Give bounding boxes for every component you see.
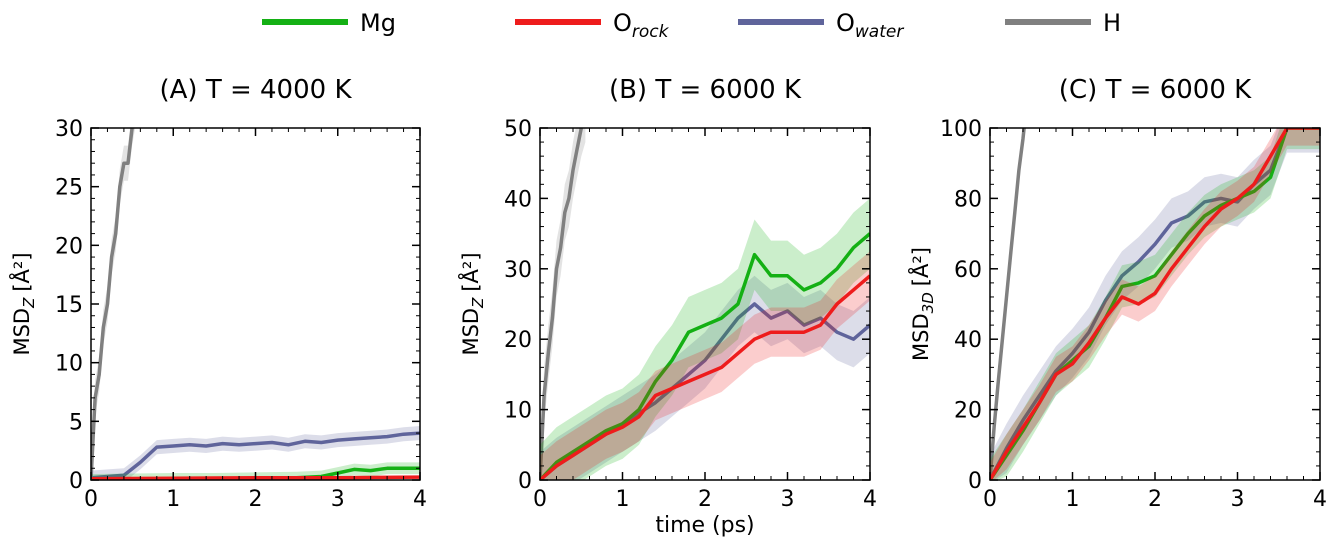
y-tick-label: 40	[954, 328, 982, 353]
y-tick-label: 0	[69, 469, 83, 494]
series-line	[91, 128, 134, 480]
y-tick-label: 60	[954, 258, 982, 283]
plot-frame	[90, 127, 421, 481]
y-axis-label: MSDZ[Å²]	[8, 252, 38, 355]
y-tick-label: 50	[504, 117, 532, 142]
y-tick-label: 20	[504, 328, 532, 353]
legend-label: Owater	[836, 9, 904, 42]
series-line	[540, 128, 584, 480]
y-axis-label: MSDZ[Å²]	[457, 252, 487, 355]
x-axis-label: time (ps)	[655, 513, 754, 538]
y-tick-label: 0	[518, 469, 532, 494]
legend-entry: Owater	[738, 9, 904, 42]
series-line	[990, 128, 1320, 480]
series-band	[540, 251, 870, 480]
series-line	[990, 128, 1026, 480]
legend-entry: Mg	[262, 9, 396, 37]
y-tick-label: 5	[69, 410, 83, 435]
legend-label: Mg	[360, 9, 396, 37]
series-band	[990, 128, 1320, 480]
legend-entry: H	[1005, 9, 1121, 37]
x-tick-label: 1	[1066, 487, 1080, 512]
x-tick-label: 0	[983, 487, 997, 512]
chart-title: (B) T = 6000 K	[609, 75, 802, 105]
y-tick-label: 0	[968, 469, 982, 494]
series-line	[540, 232, 870, 480]
x-tick-label: 4	[1313, 487, 1327, 512]
y-tick-label: 20	[954, 399, 982, 424]
plot-area	[990, 128, 1320, 480]
y-tick-label: 80	[954, 187, 982, 212]
y-tick-label: 15	[55, 293, 83, 318]
chart-panel: 0 1 2 3 4 0 5 10 15 20 25 30 (A) T = 4000 K MSDZ[Å²]	[8, 75, 427, 512]
y-tick-label: 20	[55, 234, 83, 259]
legend-entry: Orock	[515, 9, 670, 42]
chart-title: (C) T = 6000 K	[1059, 75, 1252, 105]
legend-label: H	[1103, 9, 1121, 37]
y-tick-label: 30	[55, 117, 83, 142]
y-tick-label: 100	[940, 117, 982, 142]
y-tick-label: 10	[504, 399, 532, 424]
series-line	[540, 274, 870, 480]
x-tick-label: 4	[413, 487, 427, 512]
x-tick-label: 4	[863, 487, 877, 512]
y-tick-label: 40	[504, 187, 532, 212]
x-tick-label: 3	[781, 487, 795, 512]
y-tick-label: 30	[504, 258, 532, 283]
y-tick-label: 10	[55, 352, 83, 377]
x-tick-label: 1	[166, 487, 180, 512]
x-tick-label: 0	[84, 487, 98, 512]
x-tick-label: 2	[1148, 487, 1162, 512]
series-band	[990, 128, 1320, 480]
series-line	[990, 128, 1320, 480]
plot-area	[540, 128, 870, 480]
legend: Mg Orock Owater H	[262, 9, 1121, 42]
series-band	[990, 128, 1320, 480]
legend-label: Orock	[613, 9, 670, 42]
x-tick-label: 1	[616, 487, 630, 512]
x-tick-label: 3	[1231, 487, 1245, 512]
y-tick-label: 25	[55, 176, 83, 201]
x-tick-label: 2	[698, 487, 712, 512]
x-tick-label: 2	[249, 487, 263, 512]
x-tick-label: 3	[331, 487, 345, 512]
series-line	[91, 431, 420, 480]
x-tick-label: 0	[533, 487, 547, 512]
chart-title: (A) T = 4000 K	[159, 75, 352, 105]
y-axis-label: MSD3D[Å²]	[907, 247, 937, 361]
series-band	[540, 198, 870, 480]
